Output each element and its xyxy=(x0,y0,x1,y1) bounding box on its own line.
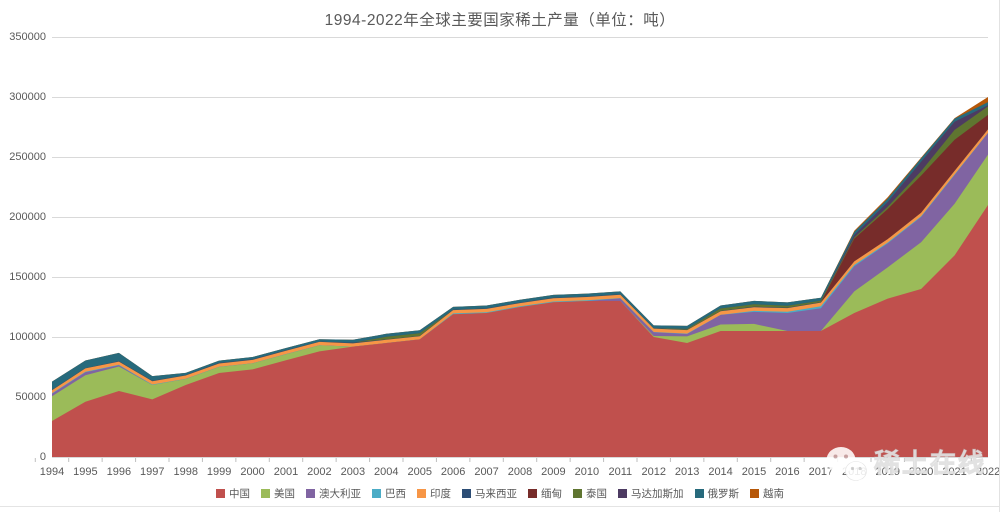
x-axis-label: 2013 xyxy=(674,466,700,478)
y-axis-label: 350000 xyxy=(9,31,46,43)
x-axis-label: 2007 xyxy=(474,466,499,478)
chart-title: 1994-2022年全球主要国家稀土产量（单位：吨） xyxy=(324,12,676,29)
legend-label: 马达加斯加 xyxy=(631,488,684,500)
y-axis-label: 0 xyxy=(39,451,46,463)
x-axis-label: 2016 xyxy=(775,466,800,478)
legend-swatch xyxy=(528,489,537,498)
legend-item-缅甸: 缅甸 xyxy=(528,486,562,501)
x-axis-label: 1995 xyxy=(73,466,98,478)
x-axis-label: 1996 xyxy=(106,466,132,478)
x-axis-label: 2017 xyxy=(808,466,834,478)
x-axis-label: 2020 xyxy=(908,466,934,478)
legend-swatch xyxy=(694,489,704,498)
legend-swatch xyxy=(372,489,381,498)
legend-item-俄罗斯: 俄罗斯 xyxy=(694,486,740,501)
x-axis-label: 1999 xyxy=(206,466,232,478)
x-axis-label: 2003 xyxy=(340,466,366,478)
legend-label: 中国 xyxy=(229,488,250,500)
x-axis-ticks xyxy=(34,458,972,462)
legend-item-澳大利亚: 澳大利亚 xyxy=(306,486,361,501)
legend-label: 澳大利亚 xyxy=(319,488,361,500)
legend-item-美国: 美国 xyxy=(261,486,295,501)
x-axis-label: 1994 xyxy=(39,466,65,478)
chart-legend: 中国 美国 澳大利亚 巴西 印度 马来西亚 缅甸 泰国 马达加斯加 俄罗斯 越南 xyxy=(0,486,999,501)
x-axis-label: 2008 xyxy=(507,466,533,478)
x-axis-label: 2014 xyxy=(708,466,733,478)
y-axis-label: 300000 xyxy=(9,91,46,103)
x-axis-label: 2021 xyxy=(942,466,967,478)
legend-label: 泰国 xyxy=(586,488,607,500)
x-axis-label: 2011 xyxy=(608,466,633,478)
x-axis-label: 1998 xyxy=(173,466,198,478)
area-series-group xyxy=(52,97,988,458)
x-axis-label: 2019 xyxy=(875,466,900,478)
x-axis-label: 2006 xyxy=(440,466,466,478)
legend-swatch xyxy=(618,489,627,498)
legend-label: 巴西 xyxy=(385,488,406,500)
x-axis-label: 2010 xyxy=(574,466,600,478)
legend-item-马达加斯加: 马达加斯加 xyxy=(618,486,684,501)
x-axis-label: 2018 xyxy=(842,466,867,478)
y-axis-label: 50000 xyxy=(15,391,46,403)
legend-label: 马来西亚 xyxy=(475,488,517,500)
y-axis-label: 200000 xyxy=(9,211,46,223)
legend-item-巴西: 巴西 xyxy=(372,486,406,501)
legend-item-印度: 印度 xyxy=(417,486,451,501)
x-axis-label: 2012 xyxy=(641,466,666,478)
x-axis-label: 2015 xyxy=(741,466,767,478)
x-axis-label: 2009 xyxy=(541,466,566,478)
y-axis-label: 100000 xyxy=(9,331,46,343)
legend-item-中国: 中国 xyxy=(216,486,250,501)
legend-swatch xyxy=(216,489,225,498)
legend-swatch xyxy=(750,489,759,498)
legend-swatch xyxy=(306,489,315,498)
legend-item-泰国: 泰国 xyxy=(573,486,607,501)
legend-label: 美国 xyxy=(274,488,295,500)
legend-label: 印度 xyxy=(430,488,451,500)
legend-swatch xyxy=(417,489,426,498)
legend-swatch xyxy=(573,489,582,498)
area-band-中国 xyxy=(52,205,988,457)
legend-label: 越南 xyxy=(763,488,784,500)
x-axis-label: 2002 xyxy=(307,466,332,478)
legend-item-越南: 越南 xyxy=(750,486,784,501)
x-axis-label: 2004 xyxy=(374,466,399,478)
x-axis-label: 2000 xyxy=(240,466,265,478)
legend-label: 俄罗斯 xyxy=(707,488,740,500)
legend-label: 缅甸 xyxy=(541,488,562,500)
y-axis-label: 150000 xyxy=(9,271,46,283)
legend-item-马来西亚: 马来西亚 xyxy=(462,486,517,501)
x-axis-label: 2005 xyxy=(407,466,432,478)
legend-swatch xyxy=(462,489,471,498)
x-axis-label: 2001 xyxy=(273,466,299,478)
x-axis-label: 2022 xyxy=(975,466,1000,478)
legend-swatch xyxy=(261,489,270,498)
x-axis-label: 1997 xyxy=(140,466,165,478)
y-axis-label: 250000 xyxy=(9,151,46,163)
